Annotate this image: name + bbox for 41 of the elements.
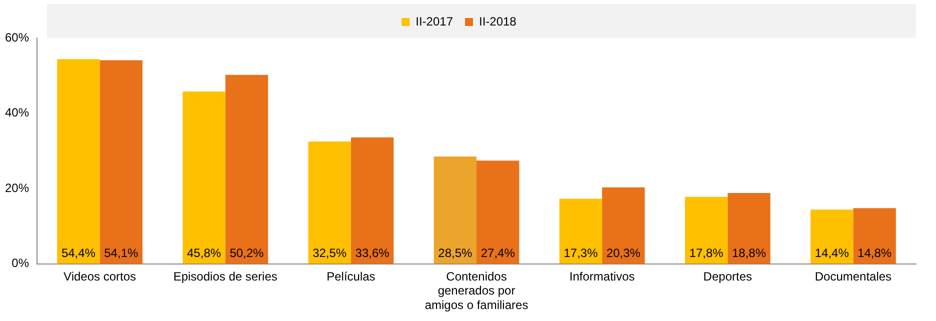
bar [559,198,602,264]
data-label: 28,5% [438,246,472,260]
data-label: 18,8% [732,246,766,260]
bar [684,196,728,264]
data-label: 17,3% [564,246,598,260]
data-label: 45,8% [187,246,222,260]
x-tick-label: Episodios de series [173,269,278,284]
y-tick-label: 0% [12,256,30,270]
x-tick-label: Documentales [814,269,892,284]
y-tick-label: 60% [4,30,30,44]
bar [57,59,100,264]
x-tick-label: Deportes [703,269,752,284]
bar [853,208,896,264]
bar [350,137,394,264]
bar [434,156,477,264]
legend-label: II-2018 [479,14,517,28]
data-label: 14,4% [814,246,850,260]
x-tick-label: Contenidos generados por amigos o familiares [424,269,528,312]
y-tick-label: 20% [4,180,30,195]
data-label: 17,8% [689,246,724,260]
x-tick-label: Videos cortos [64,269,136,284]
data-label: 33,6% [355,246,390,260]
data-label: 50,2% [230,246,264,260]
data-label: 54,4% [61,246,96,260]
bar [225,74,268,264]
bar [602,187,645,264]
bar [308,141,351,264]
legend-label: II-2017 [416,14,454,28]
bar [182,91,226,264]
data-label: 20,3% [606,246,641,260]
data-label: 27,4% [480,246,516,260]
data-label: 54,1% [104,246,138,260]
bar [728,193,770,264]
data-label: 14,8% [858,246,892,260]
bar [100,60,142,264]
data-label: 32,5% [312,246,347,260]
x-tick-label: Películas [326,269,376,284]
y-tick-label: 40% [4,106,30,120]
bar [810,210,854,264]
x-tick-label: Informativos [569,269,635,284]
bar [476,160,520,264]
